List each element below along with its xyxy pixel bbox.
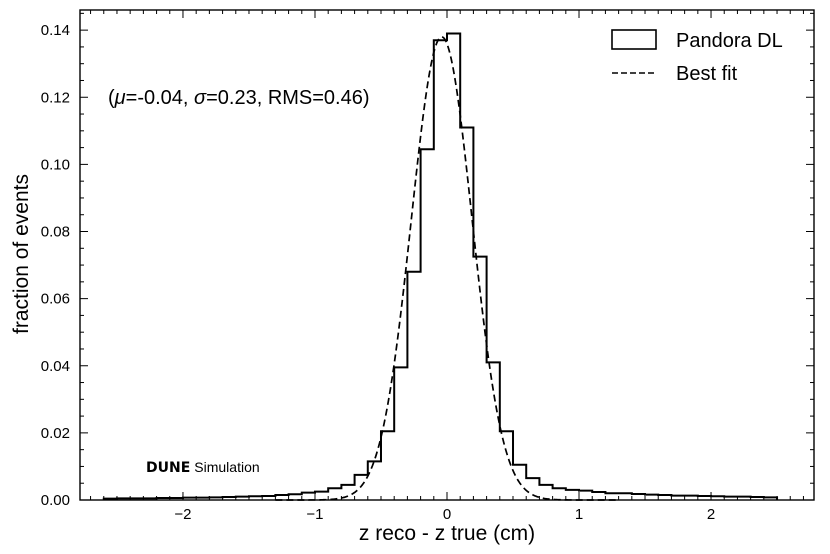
- x-tick-label: 2: [707, 506, 715, 523]
- y-tick-label: 0.08: [41, 224, 70, 241]
- annot-sigma-value: =0.23, RMS=0.46): [206, 87, 369, 109]
- y-axis-label: fraction of events: [10, 174, 33, 334]
- x-axis-label: z reco - z true (cm): [359, 522, 535, 545]
- y-tick-label: 0.14: [41, 22, 70, 39]
- simulation-label: Simulation: [194, 459, 259, 475]
- x-tick-label: 0: [443, 506, 451, 523]
- fit-curve-best-fit: [275, 35, 619, 501]
- x-tick-label: −2: [174, 506, 191, 523]
- annot-sigma-symbol: σ: [194, 87, 207, 109]
- y-tick-label: 0.04: [41, 358, 70, 375]
- axes: −2 −1 0 1 2 0.00 0.02 0.04 0.06 0.08 0.10 0.12 0.14: [41, 9, 815, 523]
- legend-label-best-fit: Best fit: [676, 63, 738, 85]
- legend-swatch-pandora-dl: [611, 29, 657, 50]
- dune-label: DUNE: [146, 460, 190, 476]
- x-tick-label: 1: [575, 506, 583, 523]
- y-tick-label: 0.00: [41, 492, 70, 509]
- fit-parameters-annotation: (μ=-0.04, σ=0.23, RMS=0.46): [108, 87, 370, 109]
- annot-mu-value: =-0.04,: [126, 87, 194, 109]
- legend-label-pandora-dl: Pandora DL: [676, 30, 783, 52]
- legend: Pandora DL Best fit: [611, 29, 783, 85]
- dune-simulation-watermark: DUNE Simulation: [146, 459, 260, 476]
- y-tick-label: 0.12: [41, 89, 70, 106]
- y-tick-label: 0.02: [41, 425, 70, 442]
- y-tick-label: 0.06: [41, 291, 70, 308]
- x-tick-label: −1: [306, 506, 323, 523]
- annot-mu-symbol: μ: [114, 87, 126, 109]
- y-tick-label: 0.10: [41, 156, 70, 173]
- annot-open: (: [108, 87, 115, 109]
